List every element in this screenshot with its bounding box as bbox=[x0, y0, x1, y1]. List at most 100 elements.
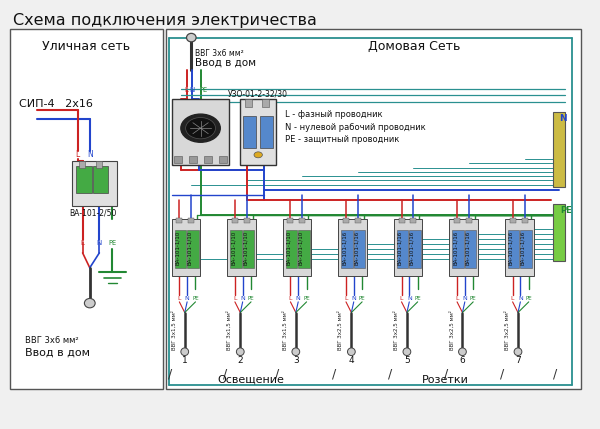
FancyBboxPatch shape bbox=[243, 116, 256, 148]
Text: Схема подключения электричества: Схема подключения электричества bbox=[13, 13, 317, 28]
FancyBboxPatch shape bbox=[505, 219, 533, 276]
Text: /: / bbox=[500, 368, 504, 381]
FancyBboxPatch shape bbox=[96, 161, 102, 168]
FancyBboxPatch shape bbox=[260, 116, 273, 148]
Text: L - фазный проводник: L - фазный проводник bbox=[285, 110, 383, 119]
Text: /: / bbox=[275, 368, 280, 381]
Text: ВВГ 3х1,5 мм²: ВВГ 3х1,5 мм² bbox=[283, 310, 287, 350]
Text: 6: 6 bbox=[460, 356, 466, 365]
Text: N: N bbox=[240, 296, 245, 301]
FancyBboxPatch shape bbox=[230, 230, 242, 268]
FancyBboxPatch shape bbox=[227, 219, 256, 276]
Text: ВА-101-1/10: ВА-101-1/10 bbox=[242, 230, 248, 265]
Text: Розетки: Розетки bbox=[422, 375, 469, 385]
Ellipse shape bbox=[236, 348, 244, 356]
FancyBboxPatch shape bbox=[553, 112, 565, 187]
Ellipse shape bbox=[187, 33, 196, 42]
Text: L: L bbox=[233, 296, 236, 301]
Text: N: N bbox=[560, 114, 567, 123]
Text: 1: 1 bbox=[182, 356, 188, 365]
FancyBboxPatch shape bbox=[262, 100, 269, 107]
Circle shape bbox=[254, 152, 262, 158]
Text: PE: PE bbox=[470, 296, 476, 301]
Text: L: L bbox=[455, 296, 459, 301]
Text: ВА-101-1/10: ВА-101-1/10 bbox=[175, 230, 180, 265]
Text: ВА-101-2/50: ВА-101-2/50 bbox=[69, 209, 116, 218]
Text: PE - защитный проводник: PE - защитный проводник bbox=[285, 136, 400, 145]
Text: ВВГ 3х2,5 мм²: ВВГ 3х2,5 мм² bbox=[338, 310, 343, 350]
FancyBboxPatch shape bbox=[452, 230, 464, 268]
FancyBboxPatch shape bbox=[409, 230, 421, 268]
Text: ВВГ 3х2,5 мм²: ВВГ 3х2,5 мм² bbox=[505, 310, 510, 350]
FancyBboxPatch shape bbox=[465, 230, 476, 268]
Text: L: L bbox=[80, 240, 85, 246]
Text: /: / bbox=[388, 368, 392, 381]
FancyBboxPatch shape bbox=[175, 230, 186, 268]
FancyBboxPatch shape bbox=[172, 219, 200, 276]
Ellipse shape bbox=[458, 348, 466, 356]
FancyBboxPatch shape bbox=[410, 218, 416, 223]
Text: 7: 7 bbox=[515, 356, 521, 365]
Text: L: L bbox=[511, 296, 514, 301]
Ellipse shape bbox=[292, 348, 300, 356]
FancyBboxPatch shape bbox=[176, 218, 182, 223]
FancyBboxPatch shape bbox=[232, 218, 238, 223]
Ellipse shape bbox=[403, 348, 411, 356]
Text: PE: PE bbox=[359, 296, 365, 301]
Ellipse shape bbox=[181, 348, 188, 356]
Text: ВА-101-1/16: ВА-101-1/16 bbox=[465, 230, 470, 265]
Text: PE: PE bbox=[526, 296, 532, 301]
Text: /: / bbox=[553, 368, 558, 381]
FancyBboxPatch shape bbox=[553, 204, 565, 261]
Text: Ввод в дом: Ввод в дом bbox=[25, 348, 90, 358]
Text: /: / bbox=[332, 368, 336, 381]
FancyBboxPatch shape bbox=[287, 218, 293, 223]
Text: Освещение: Освещение bbox=[218, 375, 284, 385]
FancyBboxPatch shape bbox=[341, 230, 353, 268]
FancyBboxPatch shape bbox=[93, 166, 109, 193]
FancyBboxPatch shape bbox=[508, 230, 519, 268]
Text: L: L bbox=[76, 150, 80, 159]
FancyBboxPatch shape bbox=[174, 156, 182, 163]
FancyBboxPatch shape bbox=[244, 218, 250, 223]
Text: ВА-101-1/10: ВА-101-1/10 bbox=[286, 230, 291, 265]
FancyBboxPatch shape bbox=[188, 218, 194, 223]
FancyBboxPatch shape bbox=[187, 230, 199, 268]
Text: ВВГ 3х1,5 мм²: ВВГ 3х1,5 мм² bbox=[227, 310, 232, 350]
Text: PE: PE bbox=[199, 87, 208, 93]
Text: N: N bbox=[352, 296, 356, 301]
Text: ВВГ 3х2,5 мм²: ВВГ 3х2,5 мм² bbox=[394, 310, 399, 350]
FancyBboxPatch shape bbox=[520, 230, 532, 268]
Text: 2: 2 bbox=[238, 356, 243, 365]
FancyBboxPatch shape bbox=[449, 219, 478, 276]
Text: N: N bbox=[296, 296, 301, 301]
Text: /: / bbox=[223, 368, 227, 381]
Text: ВВГ 3х1,5 мм²: ВВГ 3х1,5 мм² bbox=[172, 310, 176, 350]
Text: 3: 3 bbox=[293, 356, 299, 365]
Text: N: N bbox=[407, 296, 412, 301]
FancyBboxPatch shape bbox=[10, 29, 163, 389]
Circle shape bbox=[185, 118, 215, 139]
Text: N: N bbox=[185, 296, 190, 301]
Text: N: N bbox=[87, 150, 92, 159]
FancyBboxPatch shape bbox=[338, 219, 367, 276]
Text: ВА-101-1/16: ВА-101-1/16 bbox=[341, 230, 347, 265]
FancyBboxPatch shape bbox=[242, 230, 254, 268]
FancyBboxPatch shape bbox=[398, 218, 404, 223]
Text: PE: PE bbox=[415, 296, 421, 301]
Text: N: N bbox=[97, 240, 102, 246]
Text: PE: PE bbox=[303, 296, 310, 301]
FancyBboxPatch shape bbox=[76, 166, 92, 193]
Text: ВВГ 3х2,5 мм²: ВВГ 3х2,5 мм² bbox=[449, 310, 454, 350]
Text: L: L bbox=[178, 296, 181, 301]
Text: Ввод в дом: Ввод в дом bbox=[196, 58, 256, 68]
Text: ВА-101-1/16: ВА-101-1/16 bbox=[409, 230, 414, 265]
FancyBboxPatch shape bbox=[454, 218, 460, 223]
FancyBboxPatch shape bbox=[240, 100, 276, 166]
Text: СИП-4   2х16: СИП-4 2х16 bbox=[19, 99, 93, 109]
Text: ВА-101-1/16: ВА-101-1/16 bbox=[453, 230, 458, 265]
Text: /: / bbox=[444, 368, 448, 381]
Text: Уличная сеть: Уличная сеть bbox=[43, 39, 131, 53]
Text: N: N bbox=[190, 87, 195, 93]
Text: ВА-101-1/10: ВА-101-1/10 bbox=[298, 230, 303, 265]
